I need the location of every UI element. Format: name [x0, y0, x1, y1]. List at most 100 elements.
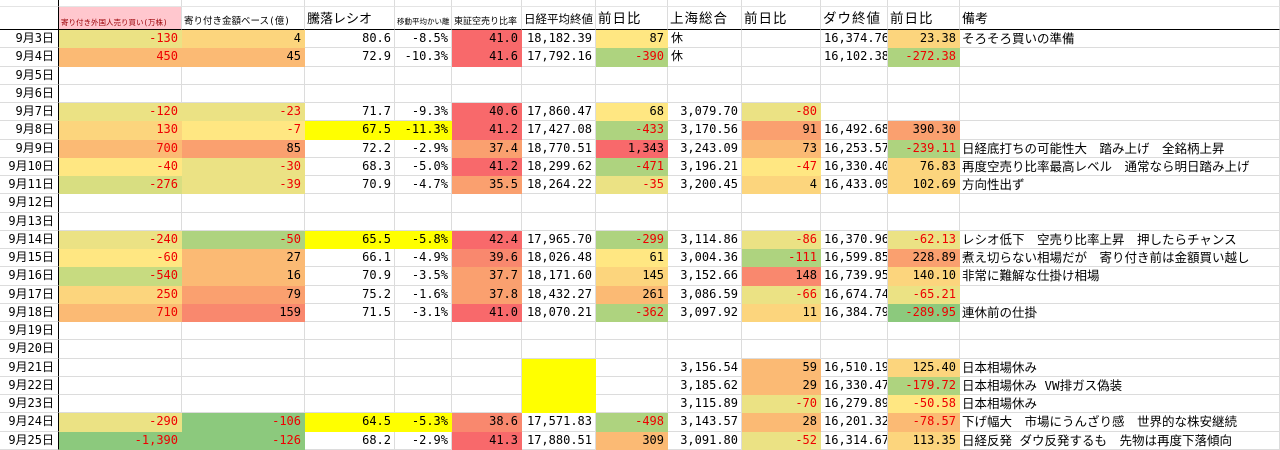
cell[interactable]: 16,279.89 — [821, 395, 888, 414]
cell[interactable]: -106 — [182, 413, 305, 432]
cell[interactable] — [305, 212, 395, 231]
cell[interactable] — [821, 84, 888, 103]
cell[interactable]: -299 — [596, 230, 668, 249]
cell[interactable]: -60 — [59, 249, 182, 268]
cell[interactable] — [305, 376, 395, 395]
cell[interactable] — [960, 212, 1280, 231]
cell[interactable]: 130 — [59, 121, 182, 140]
cell[interactable]: 59 — [742, 358, 821, 377]
cell[interactable]: -10.3% — [395, 48, 452, 67]
cell[interactable] — [59, 66, 182, 85]
cell[interactable]: 68 — [596, 103, 668, 122]
cell[interactable]: -5.0% — [395, 157, 452, 176]
cell[interactable]: 16,674.74 — [821, 285, 888, 304]
cell[interactable]: 27 — [182, 249, 305, 268]
cell[interactable] — [395, 376, 452, 395]
cell[interactable]: 159 — [182, 303, 305, 322]
cell[interactable] — [395, 340, 452, 359]
cell[interactable]: 16,433.09 — [821, 176, 888, 195]
cell[interactable]: -78.57 — [888, 413, 960, 432]
cell[interactable] — [395, 322, 452, 341]
cell[interactable] — [742, 30, 821, 49]
cell[interactable] — [452, 212, 522, 231]
cell[interactable]: 17,792.16 — [522, 48, 596, 67]
cell[interactable] — [452, 340, 522, 359]
cell[interactable]: -433 — [596, 121, 668, 140]
cell[interactable] — [742, 212, 821, 231]
header-shanghai-composite[interactable]: 上海総合 — [668, 7, 742, 30]
date-cell[interactable]: 9月5日 — [0, 66, 59, 85]
cell[interactable] — [960, 84, 1280, 103]
cell[interactable]: 250 — [59, 285, 182, 304]
cell[interactable] — [668, 212, 742, 231]
cell[interactable]: 3,185.62 — [668, 376, 742, 395]
cell[interactable] — [452, 322, 522, 341]
cell[interactable]: -3.1% — [395, 303, 452, 322]
cell[interactable]: 23.38 — [888, 30, 960, 49]
cell[interactable] — [888, 322, 960, 341]
cell[interactable]: 3,170.56 — [668, 121, 742, 140]
cell[interactable]: -66 — [742, 285, 821, 304]
cell[interactable] — [821, 322, 888, 341]
cell[interactable]: 18,171.60 — [522, 267, 596, 286]
cell[interactable]: -80 — [742, 103, 821, 122]
cell[interactable]: 3,086.59 — [668, 285, 742, 304]
date-cell[interactable]: 9月21日 — [0, 358, 59, 377]
cell[interactable]: 日本相場休み — [960, 395, 1280, 414]
cell[interactable]: 16,102.38 — [821, 48, 888, 67]
header-nikkei-close[interactable]: 日経平均終値 — [522, 7, 596, 30]
cell[interactable]: 390.30 — [888, 121, 960, 140]
cell[interactable]: -52 — [742, 431, 821, 450]
cell[interactable] — [960, 66, 1280, 85]
cell[interactable]: 3,200.45 — [668, 176, 742, 195]
cell[interactable] — [395, 212, 452, 231]
cell[interactable] — [182, 212, 305, 231]
cell[interactable]: 4 — [742, 176, 821, 195]
cell[interactable]: 70.9 — [305, 267, 395, 286]
cell[interactable]: -390 — [596, 48, 668, 67]
cell[interactable]: -120 — [59, 103, 182, 122]
cell[interactable]: 79 — [182, 285, 305, 304]
cell[interactable] — [305, 340, 395, 359]
cell[interactable]: -4.7% — [395, 176, 452, 195]
cell[interactable] — [960, 322, 1280, 341]
cell[interactable]: 1,343 — [596, 139, 668, 158]
cell[interactable]: 41.0 — [452, 303, 522, 322]
cell[interactable]: -50.58 — [888, 395, 960, 414]
cell[interactable]: -179.72 — [888, 376, 960, 395]
cell[interactable]: -47 — [742, 157, 821, 176]
cell[interactable]: 41.2 — [452, 157, 522, 176]
cell[interactable]: 16,314.67 — [821, 431, 888, 450]
cell[interactable]: 3,004.36 — [668, 249, 742, 268]
cell[interactable]: 35.5 — [452, 176, 522, 195]
cell[interactable] — [59, 84, 182, 103]
cell[interactable] — [522, 0, 596, 7]
cell[interactable]: 再度空売り比率最高レベル 通常なら明日踏み上げ — [960, 157, 1280, 176]
cell[interactable]: 102.69 — [888, 176, 960, 195]
cell[interactable]: 16,330.47 — [821, 376, 888, 395]
cell[interactable] — [182, 66, 305, 85]
cell[interactable]: 70.9 — [305, 176, 395, 195]
cell[interactable] — [596, 322, 668, 341]
cell[interactable] — [305, 0, 395, 7]
cell[interactable]: 37.4 — [452, 139, 522, 158]
cell[interactable]: 18,182.39 — [522, 30, 596, 49]
cell[interactable]: 71.7 — [305, 103, 395, 122]
cell[interactable]: 42.4 — [452, 230, 522, 249]
cell[interactable]: 113.35 — [888, 431, 960, 450]
cell[interactable]: 40.6 — [452, 103, 522, 122]
cell[interactable] — [395, 84, 452, 103]
cell[interactable] — [742, 322, 821, 341]
header-shanghai-change[interactable]: 前日比 — [742, 7, 821, 30]
cell[interactable]: -362 — [596, 303, 668, 322]
cell[interactable]: -111 — [742, 249, 821, 268]
cell[interactable] — [960, 48, 1280, 67]
cell[interactable] — [596, 212, 668, 231]
cell[interactable]: 37.7 — [452, 267, 522, 286]
cell[interactable] — [452, 395, 522, 414]
cell[interactable] — [59, 395, 182, 414]
date-cell[interactable]: 9月14日 — [0, 230, 59, 249]
cell[interactable] — [522, 376, 596, 395]
cell[interactable]: 309 — [596, 431, 668, 450]
cell[interactable]: 16,510.19 — [821, 358, 888, 377]
